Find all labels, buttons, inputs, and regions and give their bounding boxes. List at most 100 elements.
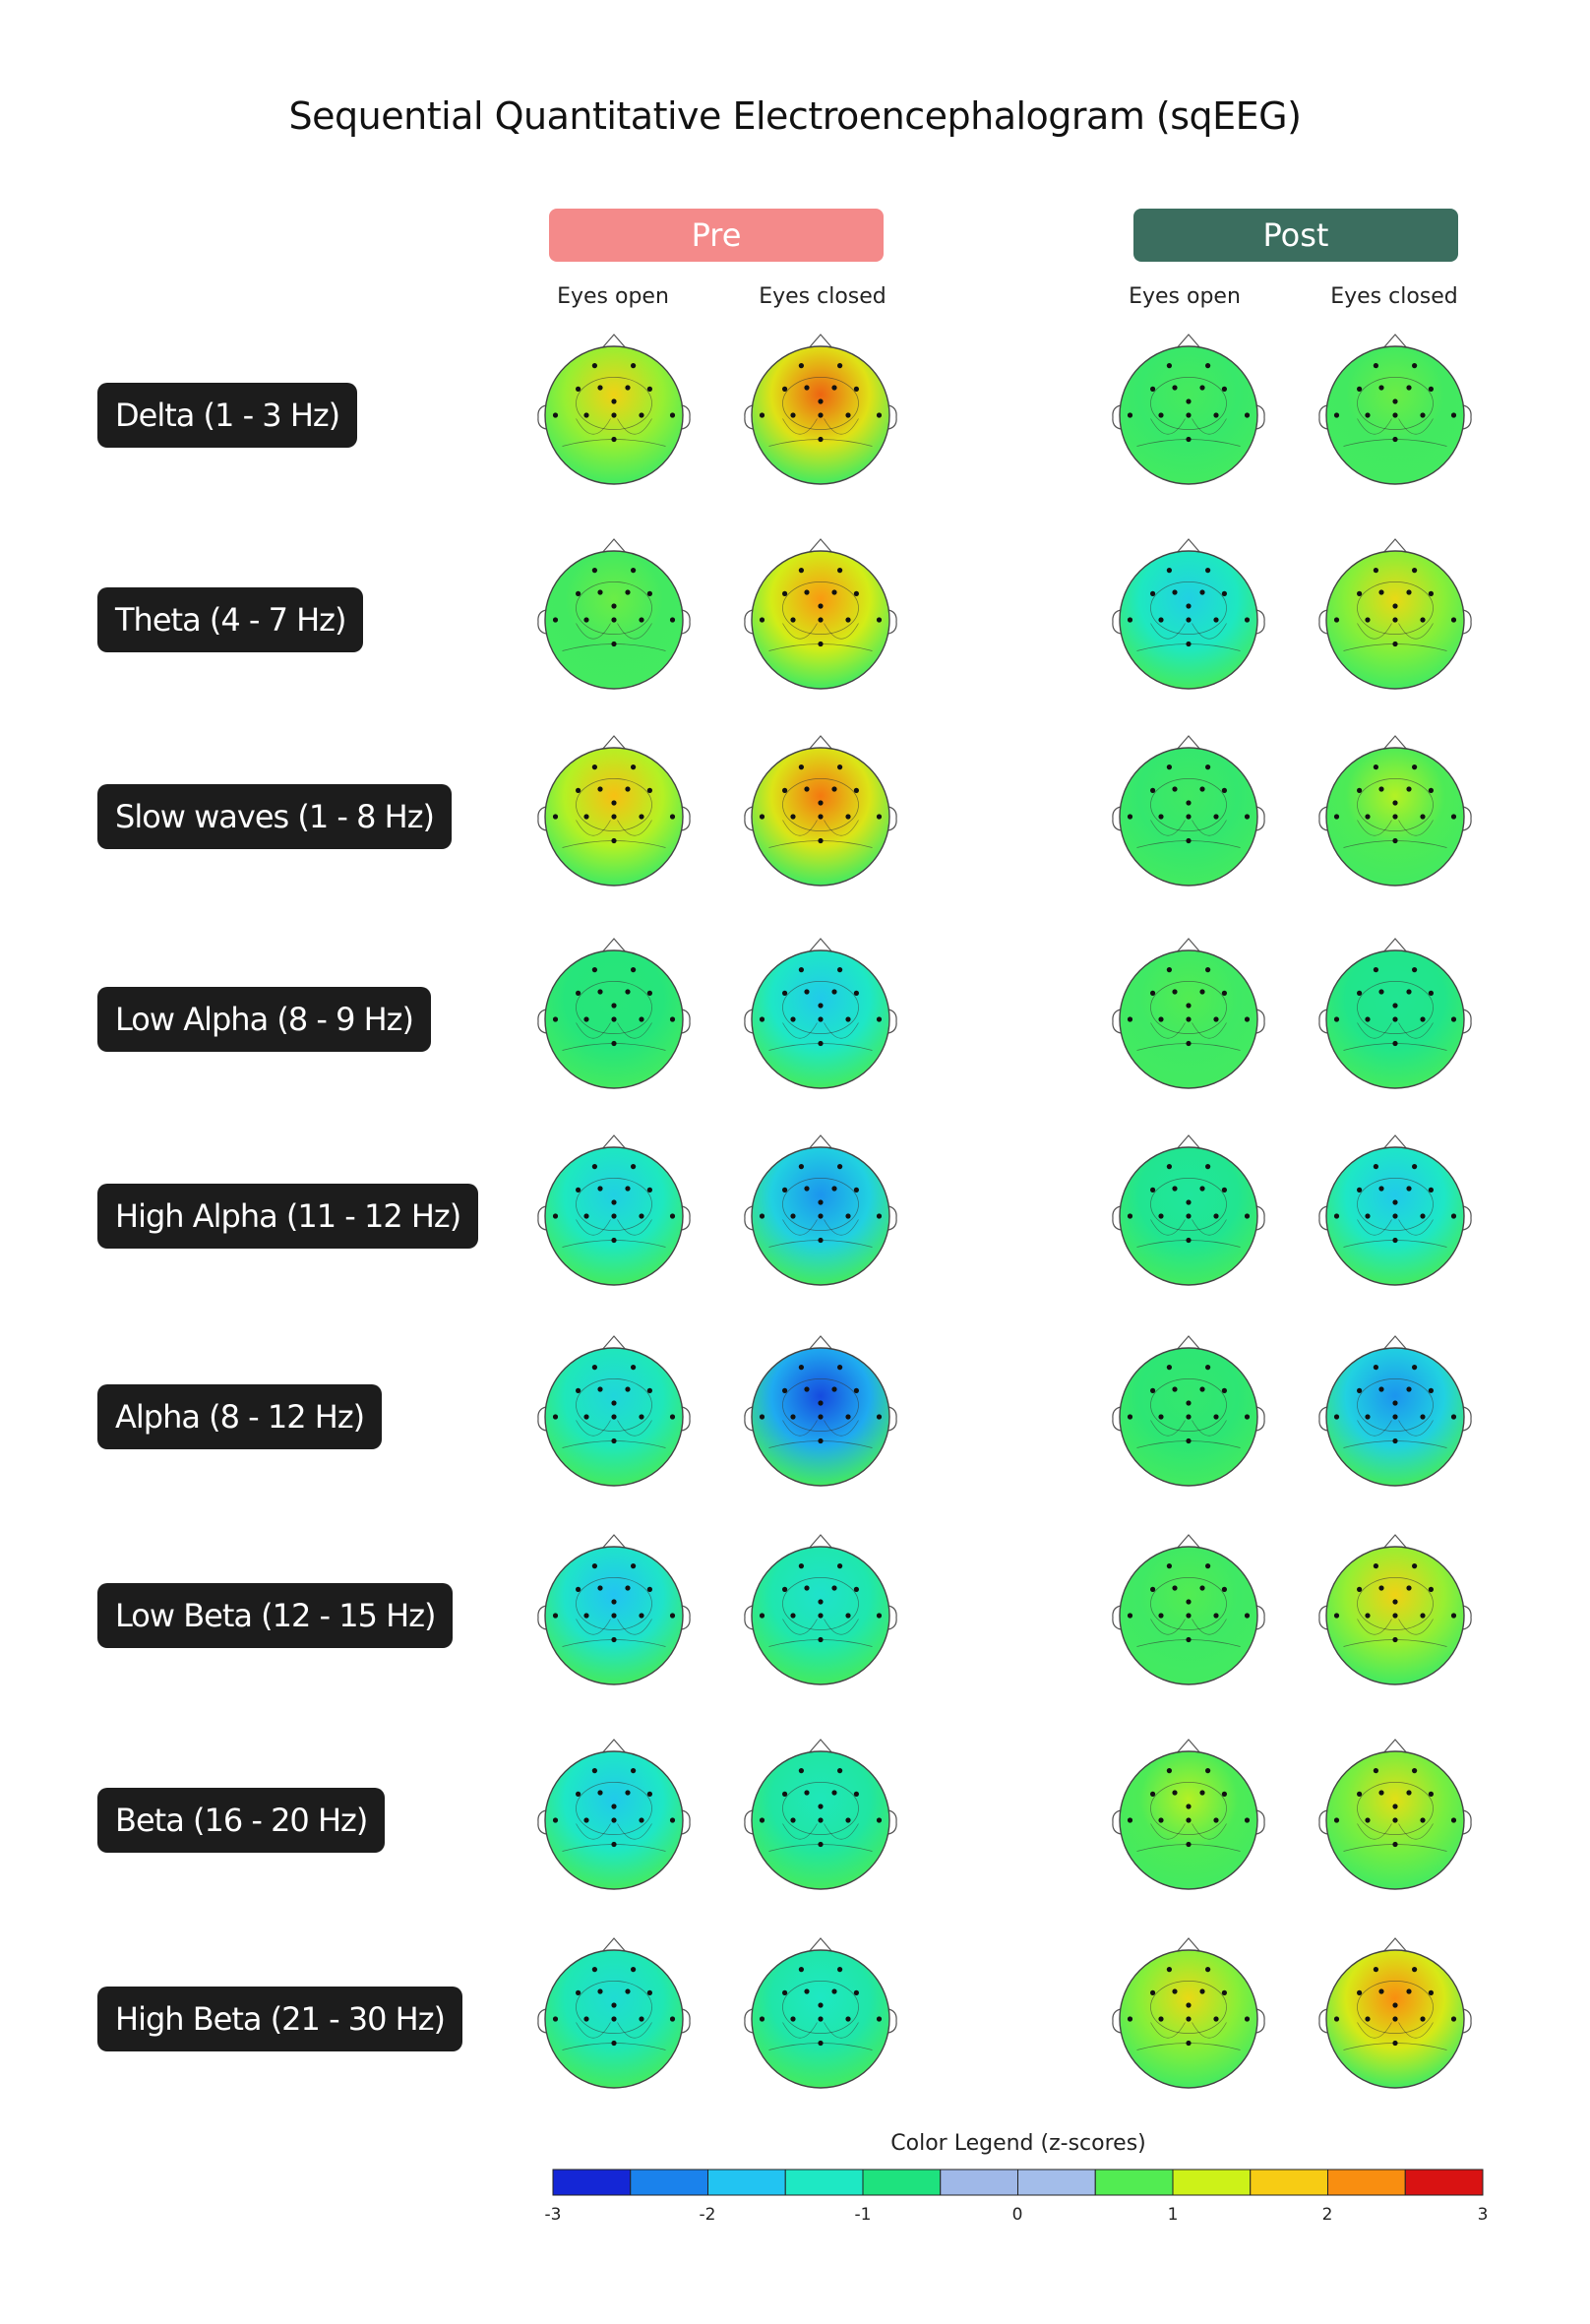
topomap	[1318, 1534, 1472, 1685]
electrode-dot	[669, 1414, 676, 1420]
contour-line	[576, 778, 652, 831]
electrode-dot	[831, 1186, 837, 1192]
nose-marker	[600, 1739, 628, 1755]
electrode-dot	[639, 1016, 644, 1022]
electrode-dot	[876, 1414, 883, 1420]
electrode-dot	[837, 568, 843, 574]
nose-marker	[807, 1739, 834, 1755]
topomap	[1318, 735, 1472, 887]
electrode-dot	[837, 363, 843, 369]
ear-left	[1112, 1406, 1122, 1432]
electrode-dot	[1378, 589, 1384, 595]
nose-marker	[1381, 1134, 1409, 1151]
electrode-dot	[646, 1586, 653, 1592]
electrode-dot	[597, 1988, 603, 1994]
contour-line	[576, 2022, 611, 2039]
electrode-dot	[1392, 2002, 1398, 2008]
electrode-dot	[876, 814, 883, 820]
ear-right	[887, 806, 897, 831]
nose-marker	[807, 334, 834, 350]
electrode-dot	[1127, 2016, 1133, 2022]
electrode-dot	[853, 590, 860, 597]
electrode-dot	[818, 2040, 824, 2047]
topomap	[537, 1335, 691, 1487]
electrode-dot	[1378, 1988, 1384, 1994]
electrode-dot	[611, 1213, 617, 1219]
electrode-dot	[1199, 786, 1205, 792]
ear-left	[537, 1009, 547, 1034]
electrode-dot	[1420, 1613, 1426, 1619]
electrode-dot	[1412, 568, 1418, 574]
topomap	[1112, 1335, 1265, 1487]
electrode-dot	[1392, 412, 1398, 418]
electrode-dot	[759, 412, 765, 418]
electrode-dot	[1150, 787, 1156, 794]
electrode-dot	[625, 589, 631, 595]
contour-line	[782, 377, 859, 430]
electrode-dot	[1450, 814, 1457, 820]
contour-line	[1398, 820, 1434, 836]
electrode-dot	[1221, 1791, 1227, 1797]
electrode-dot	[611, 1237, 617, 1244]
electrode-dot	[1392, 1237, 1398, 1244]
electrode-dot	[611, 1414, 617, 1420]
contour-line	[782, 981, 859, 1034]
electrode-dot	[837, 764, 843, 770]
electrode-dot	[1392, 814, 1398, 820]
electrode-dot	[1186, 837, 1192, 844]
ear-left	[1112, 2008, 1122, 2034]
electrode-dot	[591, 1365, 598, 1371]
contour-line	[1398, 1619, 1434, 1635]
electrode-dot	[1186, 1199, 1192, 1205]
contour-line	[617, 1420, 652, 1437]
legend-swatch	[862, 2169, 942, 2196]
electrode-dot	[1412, 1365, 1418, 1371]
topomap	[1112, 334, 1265, 485]
nose-marker	[600, 1534, 628, 1551]
ear-left	[744, 1406, 754, 1432]
contour-line	[1357, 1619, 1392, 1635]
electrode-dot	[831, 1790, 837, 1796]
contour-line	[576, 581, 652, 635]
electrode-dot	[1158, 1016, 1164, 1022]
topomap	[1112, 1937, 1265, 2089]
electrode-dot	[1333, 2016, 1340, 2022]
electrode-dot	[583, 1016, 589, 1022]
ear-left	[744, 609, 754, 635]
contour-line	[576, 623, 611, 640]
electrode-dot	[1392, 1414, 1398, 1420]
contour-line	[1357, 1577, 1434, 1630]
contour-line	[782, 1577, 859, 1630]
electrode-dot	[591, 568, 598, 574]
contour-line	[1150, 2022, 1186, 2039]
nose-marker	[600, 334, 628, 350]
electrode-dot	[1186, 1841, 1192, 1848]
contour-line	[576, 1022, 611, 1039]
topomap	[744, 1134, 897, 1286]
electrode-dot	[631, 1365, 637, 1371]
nose-marker	[1175, 1739, 1202, 1755]
electrode-dot	[1392, 800, 1398, 806]
electrode-dot	[804, 1386, 810, 1392]
electrode-dot	[831, 385, 837, 391]
electrode-dot	[1186, 603, 1192, 609]
electrode-dot	[818, 814, 824, 820]
electrode-dot	[1186, 1437, 1192, 1444]
electrode-dot	[583, 617, 589, 623]
electrode-dot	[1392, 398, 1398, 404]
electrode-dot	[1166, 1365, 1172, 1371]
nose-marker	[807, 1335, 834, 1352]
electrode-dot	[790, 814, 796, 820]
contour-line	[782, 623, 818, 640]
legend-swatch	[1094, 2169, 1174, 2196]
ear-left	[1112, 404, 1122, 430]
electrode-dot	[669, 1817, 676, 1823]
electrode-dot	[611, 436, 617, 443]
ear-right	[1255, 404, 1265, 430]
contour-line	[1357, 1378, 1434, 1432]
electrode-dot	[1392, 641, 1398, 647]
electrode-dot	[804, 1790, 810, 1796]
legend-swatch	[1250, 2169, 1328, 2196]
ear-left	[1318, 404, 1328, 430]
electrode-dot	[1186, 2002, 1192, 2008]
